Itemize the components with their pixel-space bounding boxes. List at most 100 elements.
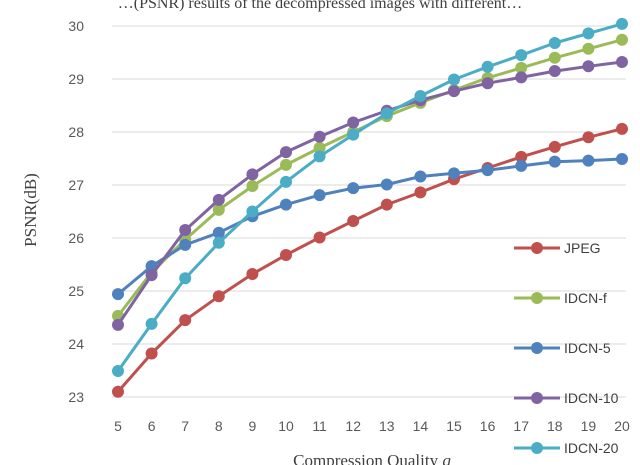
legend-item-idcn-10: IDCN-10 bbox=[514, 390, 619, 406]
data-point-idcn-10 bbox=[616, 56, 628, 69]
legend-label: IDCN-10 bbox=[564, 390, 619, 406]
y-tick-label: 28 bbox=[68, 124, 84, 140]
x-tick-label: 20 bbox=[614, 418, 630, 434]
data-point-idcn-5 bbox=[515, 159, 528, 172]
series-line-idcn-f bbox=[116, 38, 623, 317]
data-point-idcn-5 bbox=[448, 167, 460, 180]
legend-label: IDCN-20 bbox=[564, 440, 619, 456]
data-point-jpeg bbox=[548, 140, 561, 153]
series-line-jpeg bbox=[116, 127, 623, 393]
legend: JPEG IDCN-f IDCN-5 IDCN-10 IDCN-20 bbox=[514, 240, 619, 456]
data-point-idcn-20 bbox=[380, 107, 393, 120]
data-point-idcn-f bbox=[280, 158, 292, 171]
legend-item-jpeg: JPEG bbox=[514, 240, 601, 256]
data-point-jpeg bbox=[145, 347, 158, 360]
data-point-idcn-5 bbox=[347, 182, 360, 195]
data-point-idcn-5 bbox=[481, 164, 494, 177]
x-tick-label: 18 bbox=[547, 418, 563, 434]
series-lines bbox=[112, 17, 628, 398]
data-point-idcn-20 bbox=[616, 17, 628, 30]
x-tick-label: 7 bbox=[181, 418, 189, 434]
x-tick-label: 15 bbox=[446, 418, 462, 434]
x-tick-label: 9 bbox=[249, 418, 257, 434]
data-point-jpeg bbox=[246, 268, 259, 281]
top-caption-text: …(PSNR) results of the decompressed imag… bbox=[118, 0, 523, 12]
x-tick-label: 17 bbox=[513, 418, 529, 434]
gridlines bbox=[112, 25, 626, 398]
data-point-idcn-10 bbox=[548, 65, 561, 78]
data-point-idcn-20 bbox=[212, 236, 225, 249]
x-axis-title: Compression Quality q bbox=[293, 451, 451, 465]
data-point-idcn-5 bbox=[582, 154, 595, 167]
legend-swatch-marker bbox=[531, 442, 543, 454]
data-point-idcn-5 bbox=[616, 153, 628, 166]
data-point-idcn-20 bbox=[145, 317, 158, 330]
data-point-idcn-10 bbox=[347, 116, 360, 129]
data-point-idcn-5 bbox=[179, 238, 192, 251]
data-point-idcn-10 bbox=[448, 85, 460, 98]
data-point-idcn-10 bbox=[179, 224, 192, 237]
data-point-jpeg bbox=[414, 186, 427, 199]
data-point-idcn-f bbox=[582, 42, 595, 55]
y-tick-label: 30 bbox=[68, 18, 84, 34]
series-line-idcn-20 bbox=[116, 22, 623, 372]
legend-swatch-marker bbox=[531, 292, 543, 304]
data-point-idcn-20 bbox=[448, 73, 460, 86]
data-point-idcn-5 bbox=[212, 226, 225, 239]
data-point-idcn-f bbox=[515, 61, 528, 74]
x-tick-label: 19 bbox=[581, 418, 597, 434]
data-point-idcn-f bbox=[313, 141, 326, 154]
data-point-idcn-f bbox=[616, 33, 628, 46]
data-point-idcn-10 bbox=[280, 146, 292, 159]
data-point-jpeg bbox=[313, 231, 326, 244]
data-point-idcn-f bbox=[548, 51, 561, 64]
x-tick-label: 12 bbox=[345, 418, 361, 434]
data-point-idcn-20 bbox=[313, 150, 326, 163]
legend-swatch-marker bbox=[531, 242, 543, 254]
y-tick-label: 26 bbox=[68, 230, 84, 246]
x-tick-label: 14 bbox=[413, 418, 429, 434]
data-point-jpeg bbox=[347, 215, 360, 228]
series-jpeg bbox=[112, 122, 628, 398]
x-tick-label: 16 bbox=[480, 418, 496, 434]
data-point-idcn-10 bbox=[582, 60, 595, 73]
x-tick-label: 11 bbox=[312, 418, 327, 434]
series-line-idcn-10 bbox=[116, 60, 623, 326]
data-point-idcn-20 bbox=[246, 205, 259, 218]
data-point-idcn-20 bbox=[280, 175, 292, 188]
data-point-idcn-5 bbox=[414, 170, 427, 183]
y-tick-label: 23 bbox=[68, 389, 84, 405]
y-tick-label: 27 bbox=[68, 177, 84, 193]
legend-item-idcn-20: IDCN-20 bbox=[514, 440, 619, 456]
data-point-idcn-10 bbox=[515, 71, 528, 84]
data-point-idcn-10 bbox=[246, 168, 259, 181]
data-point-idcn-20 bbox=[582, 27, 595, 40]
legend-label: IDCN-5 bbox=[564, 340, 611, 356]
data-point-idcn-10 bbox=[212, 193, 225, 206]
data-point-idcn-20 bbox=[179, 272, 192, 285]
y-tick-label: 29 bbox=[68, 71, 84, 87]
legend-label: IDCN-f bbox=[564, 290, 607, 306]
x-tick-label: 10 bbox=[278, 418, 294, 434]
data-point-jpeg bbox=[212, 290, 225, 303]
y-tick-label: 24 bbox=[68, 336, 84, 352]
y-axis-tick-labels: 23 24 25 26 27 28 29 30 bbox=[68, 18, 84, 405]
data-point-idcn-10 bbox=[313, 130, 326, 143]
data-point-jpeg bbox=[112, 385, 124, 398]
x-tick-label: 13 bbox=[379, 418, 395, 434]
series-idcn-20 bbox=[112, 17, 628, 378]
legend-item-idcn-f: IDCN-f bbox=[514, 290, 607, 306]
data-point-idcn-f bbox=[246, 180, 259, 193]
data-point-idcn-20 bbox=[112, 365, 124, 378]
data-point-jpeg bbox=[280, 248, 292, 261]
series-idcn-5 bbox=[112, 153, 628, 301]
data-point-jpeg bbox=[616, 122, 628, 135]
data-point-idcn-5 bbox=[280, 198, 292, 211]
data-point-idcn-20 bbox=[548, 36, 561, 49]
y-tick-label: 25 bbox=[68, 283, 84, 299]
data-point-jpeg bbox=[515, 150, 528, 163]
data-point-idcn-10 bbox=[145, 269, 158, 282]
x-tick-label: 6 bbox=[148, 418, 156, 434]
data-point-idcn-20 bbox=[414, 89, 427, 102]
